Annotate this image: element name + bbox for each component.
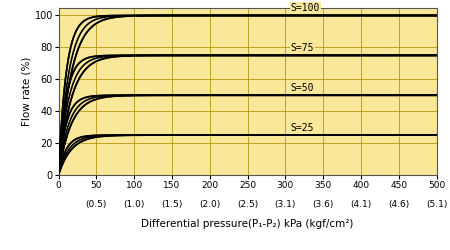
- Text: (3.1): (3.1): [274, 200, 296, 209]
- Text: (4.6): (4.6): [388, 200, 410, 209]
- Text: (3.6): (3.6): [312, 200, 334, 209]
- Text: (2.5): (2.5): [237, 200, 258, 209]
- Text: S=100: S=100: [291, 3, 320, 13]
- Text: (4.1): (4.1): [350, 200, 372, 209]
- Text: S=25: S=25: [291, 123, 314, 133]
- Text: S=50: S=50: [291, 83, 314, 93]
- Y-axis label: Flow rate (%): Flow rate (%): [22, 56, 32, 126]
- Text: S=75: S=75: [291, 43, 314, 53]
- Text: (5.1): (5.1): [426, 200, 447, 209]
- Text: (1.0): (1.0): [123, 200, 145, 209]
- Text: (1.5): (1.5): [161, 200, 183, 209]
- Text: Differential pressure(P₁-P₂) kPa (kgf/cm²): Differential pressure(P₁-P₂) kPa (kgf/cm…: [141, 220, 354, 230]
- Text: (0.5): (0.5): [86, 200, 107, 209]
- Text: (2.0): (2.0): [199, 200, 220, 209]
